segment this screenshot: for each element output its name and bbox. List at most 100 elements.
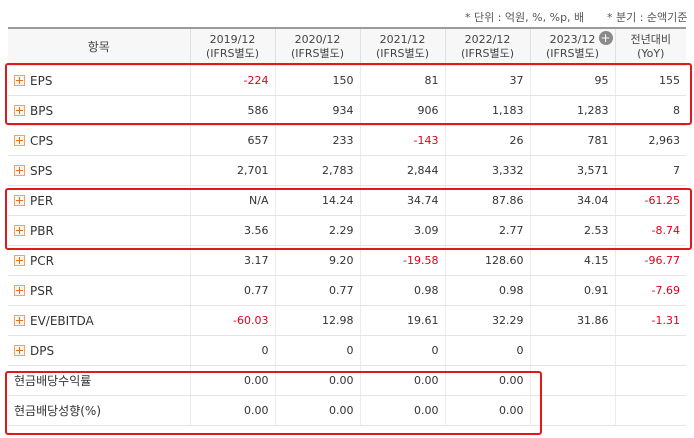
expand-plus-icon[interactable] [14, 344, 25, 356]
row-label-cell[interactable]: PBR [8, 215, 190, 246]
value-cell: 934 [274, 95, 360, 126]
header-period-year: 2022/12 [464, 33, 511, 46]
value-cell: 1,183 [444, 95, 530, 126]
table-row: EV/EBITDA -60.03 12.98 19.61 32.29 31.86 -1.31 [8, 305, 686, 336]
unit-note: * 단위 : 억원, %, %p, 배 [465, 11, 585, 24]
row-label-cell[interactable]: EV/EBITDA [8, 305, 190, 336]
header-period: 2022/12 (IFRS별도) [444, 27, 530, 66]
yoy-cell: 155 [614, 65, 686, 96]
yoy-cell [614, 395, 686, 426]
row-label: PER [30, 193, 54, 208]
header-period: 2020/12 (IFRS별도) [274, 27, 360, 66]
value-cell: 37 [444, 65, 530, 96]
value-cell: 233 [274, 125, 360, 156]
expand-plus-icon[interactable] [14, 164, 25, 176]
yoy-cell: -7.69 [614, 275, 686, 306]
value-cell: 34.74 [359, 185, 445, 216]
yoy-cell [614, 365, 686, 396]
value-cell: -60.03 [189, 305, 275, 336]
value-cell: 0.00 [359, 395, 445, 426]
value-cell: N/A [189, 185, 275, 216]
yoy-cell [614, 335, 686, 366]
value-cell: 0.00 [189, 395, 275, 426]
header-period-year: 2023/12 [549, 33, 596, 46]
header-yoy-sub: (YoY) [637, 47, 665, 60]
value-cell: -224 [189, 65, 275, 96]
row-label: PCR [30, 253, 54, 268]
row-label: 현금배당성향(%) [14, 404, 102, 418]
value-cell: 81 [359, 65, 445, 96]
row-label: EPS [30, 73, 53, 88]
value-cell: 0.91 [529, 275, 615, 306]
header-period-basis: (IFRS별도) [290, 47, 345, 60]
table-row: PER N/A 14.24 34.74 87.86 34.04 -61.25 [8, 185, 686, 216]
value-cell: 3.09 [359, 215, 445, 246]
expand-plus-icon[interactable] [14, 194, 25, 206]
expand-plus-icon[interactable] [14, 134, 25, 146]
row-label-cell[interactable]: EPS [8, 65, 190, 96]
value-cell: 12.98 [274, 305, 360, 336]
yoy-cell: 8 [614, 95, 686, 126]
table-header-row: 항목 2019/12 (IFRS별도) 2020/12 (IFRS별도) 2021/… [8, 27, 686, 66]
value-cell: 0.77 [274, 275, 360, 306]
expand-plus-icon[interactable] [14, 74, 25, 86]
row-label-cell[interactable]: CPS [8, 125, 190, 156]
value-cell: 3.56 [189, 215, 275, 246]
value-cell: 0 [444, 335, 530, 366]
row-label: PSR [30, 283, 54, 298]
header-period-basis: (IFRS별도) [545, 47, 600, 60]
value-cell: 4.15 [529, 245, 615, 276]
table-row: PBR 3.56 2.29 3.09 2.77 2.53 -8.74 [8, 215, 686, 246]
header-period: 2023/12 (IFRS별도) + [529, 27, 615, 66]
value-cell: 906 [359, 95, 445, 126]
financial-ratio-table: 항목 2019/12 (IFRS별도) 2020/12 (IFRS별도) 2021/… [8, 27, 686, 426]
value-cell: 2.29 [274, 215, 360, 246]
header-item: 항목 [8, 27, 190, 66]
value-cell: 3.17 [189, 245, 275, 276]
value-cell: 26 [444, 125, 530, 156]
value-cell: 0.00 [444, 395, 530, 426]
row-label-cell[interactable]: BPS [8, 95, 190, 126]
row-label: BPS [30, 103, 54, 118]
header-period: 2021/12 (IFRS별도) [359, 27, 445, 66]
row-label-cell[interactable]: PER [8, 185, 190, 216]
yoy-cell: 7 [614, 155, 686, 186]
row-label: CPS [30, 133, 54, 148]
value-cell: 0 [189, 335, 275, 366]
header-period-basis: (IFRS별도) [205, 47, 260, 60]
value-cell: 0.00 [274, 395, 360, 426]
value-cell: 14.24 [274, 185, 360, 216]
value-cell: 87.86 [444, 185, 530, 216]
value-cell: 0 [359, 335, 445, 366]
header-period-year: 2021/12 [379, 33, 426, 46]
expand-plus-icon[interactable] [14, 104, 25, 116]
header-period-year: 2020/12 [294, 33, 341, 46]
row-label-cell[interactable]: DPS [8, 335, 190, 366]
value-cell: 0 [274, 335, 360, 366]
value-cell: 1,283 [529, 95, 615, 126]
yoy-cell: 2,963 [614, 125, 686, 156]
table-row: PCR 3.17 9.20 -19.58 128.60 4.15 -96.77 [8, 245, 686, 276]
value-cell: 0.00 [189, 365, 275, 396]
row-label: 현금배당수익률 [14, 374, 92, 388]
value-cell: 31.86 [529, 305, 615, 336]
table-row: SPS 2,701 2,783 2,844 3,332 3,571 7 [8, 155, 686, 186]
value-cell: 0.98 [444, 275, 530, 306]
table-row: EPS -224 150 81 37 95 155 [8, 65, 686, 96]
row-label: DPS [30, 343, 55, 358]
expand-plus-icon[interactable] [14, 254, 25, 266]
expand-plus-icon[interactable] [14, 224, 25, 236]
value-cell: 0.77 [189, 275, 275, 306]
expand-plus-icon[interactable] [14, 314, 25, 326]
value-cell: 32.29 [444, 305, 530, 336]
yoy-cell: -1.31 [614, 305, 686, 336]
plus-circle-icon[interactable]: + [598, 31, 613, 45]
row-label-cell[interactable]: PSR [8, 275, 190, 306]
row-label-cell[interactable]: PCR [8, 245, 190, 276]
value-cell: 0.00 [444, 365, 530, 396]
value-cell: 9.20 [274, 245, 360, 276]
row-label-cell[interactable]: SPS [8, 155, 190, 186]
row-label: PBR [30, 223, 54, 238]
yoy-cell: -96.77 [614, 245, 686, 276]
expand-plus-icon[interactable] [14, 284, 25, 296]
